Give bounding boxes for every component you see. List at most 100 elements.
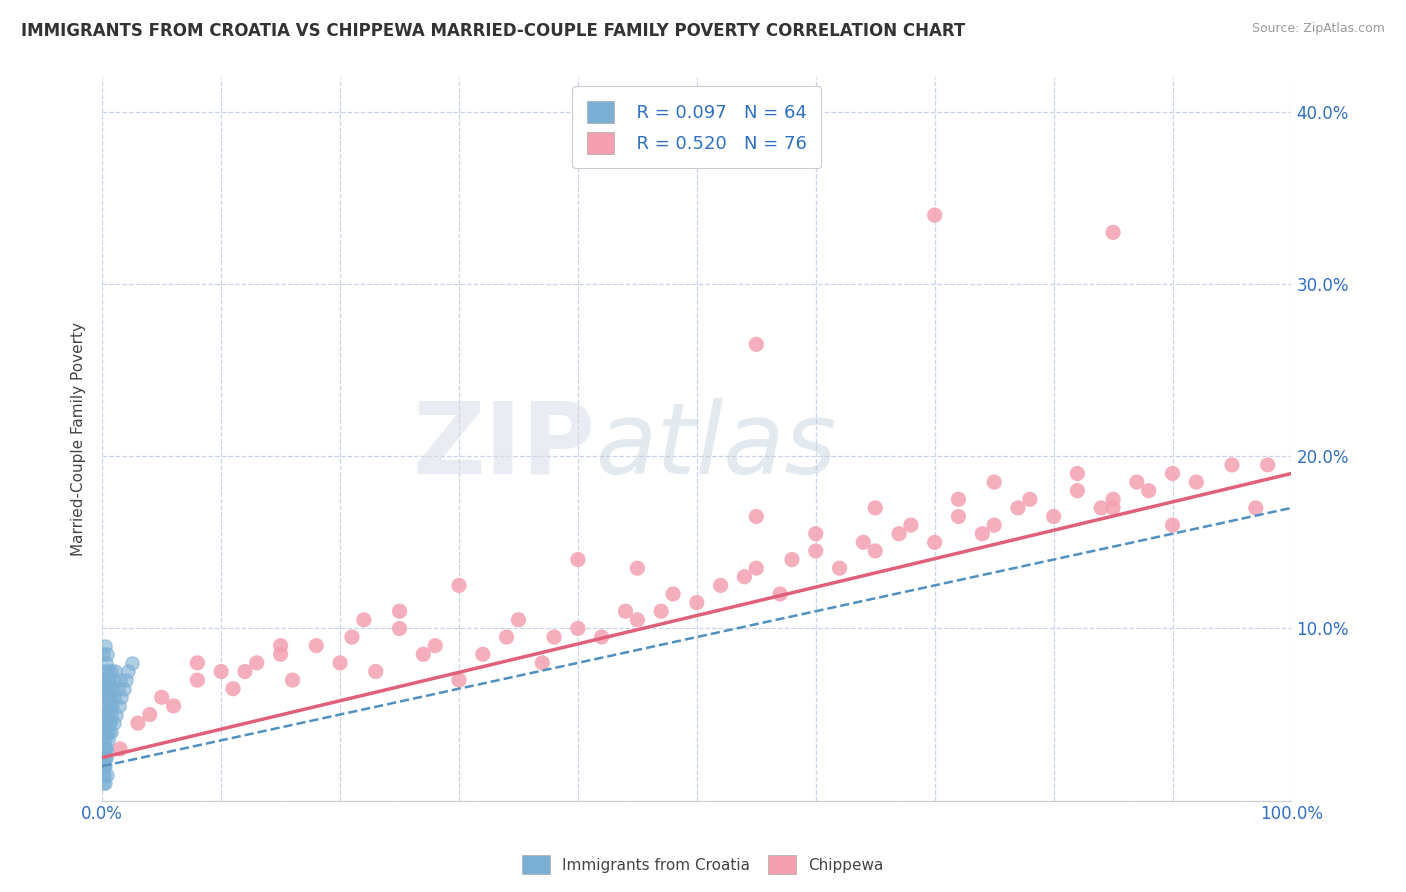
Point	[863, 500, 886, 515]
Point	[91, 750, 114, 764]
Point	[745, 561, 768, 575]
Point	[626, 613, 648, 627]
Point	[96, 673, 118, 687]
Y-axis label: Married-Couple Family Poverty: Married-Couple Family Poverty	[72, 322, 86, 556]
Point	[281, 673, 304, 687]
Point	[97, 690, 120, 705]
Point	[1257, 458, 1279, 472]
Point	[1090, 500, 1112, 515]
Point	[1220, 458, 1243, 472]
Text: atlas: atlas	[596, 398, 838, 495]
Point	[329, 656, 352, 670]
Point	[1007, 500, 1029, 515]
Point	[93, 647, 115, 661]
Point	[1161, 518, 1184, 533]
Point	[686, 596, 709, 610]
Point	[103, 690, 125, 705]
Point	[93, 707, 115, 722]
Point	[101, 698, 124, 713]
Point	[1102, 492, 1125, 507]
Point	[745, 509, 768, 524]
Point	[94, 733, 117, 747]
Point	[567, 552, 589, 566]
Point	[96, 647, 118, 661]
Point	[91, 768, 114, 782]
Point	[97, 707, 120, 722]
Point	[91, 733, 114, 747]
Point	[93, 759, 115, 773]
Point	[508, 613, 530, 627]
Point	[887, 526, 910, 541]
Point	[591, 630, 613, 644]
Point	[567, 622, 589, 636]
Point	[900, 518, 922, 533]
Point	[983, 475, 1005, 489]
Point	[412, 647, 434, 661]
Point	[108, 698, 131, 713]
Point	[733, 570, 755, 584]
Point	[447, 578, 470, 592]
Point	[96, 750, 118, 764]
Point	[98, 698, 121, 713]
Point	[93, 742, 115, 756]
Point	[93, 768, 115, 782]
Point	[1185, 475, 1208, 489]
Point	[93, 673, 115, 687]
Point	[100, 724, 122, 739]
Point	[115, 673, 138, 687]
Point	[98, 690, 121, 705]
Point	[1042, 509, 1064, 524]
Point	[97, 716, 120, 731]
Point	[93, 776, 115, 790]
Point	[98, 716, 121, 731]
Point	[305, 639, 328, 653]
Point	[828, 561, 851, 575]
Point	[209, 665, 232, 679]
Point	[804, 526, 827, 541]
Point	[117, 665, 139, 679]
Point	[471, 647, 494, 661]
Legend: Immigrants from Croatia, Chippewa: Immigrants from Croatia, Chippewa	[516, 849, 890, 880]
Point	[353, 613, 375, 627]
Point	[112, 681, 135, 696]
Point	[110, 690, 132, 705]
Point	[650, 604, 672, 618]
Point	[127, 716, 149, 731]
Point	[1102, 500, 1125, 515]
Point	[139, 707, 162, 722]
Point	[270, 639, 292, 653]
Point	[100, 707, 122, 722]
Point	[94, 742, 117, 756]
Point	[150, 690, 173, 705]
Point	[96, 768, 118, 782]
Point	[364, 665, 387, 679]
Point	[543, 630, 565, 644]
Point	[852, 535, 875, 549]
Point	[186, 673, 208, 687]
Point	[1018, 492, 1040, 507]
Point	[425, 639, 447, 653]
Point	[94, 776, 117, 790]
Point	[710, 578, 733, 592]
Point	[948, 509, 970, 524]
Text: ZIP: ZIP	[413, 398, 596, 495]
Point	[1066, 483, 1088, 498]
Point	[94, 759, 117, 773]
Point	[233, 665, 256, 679]
Point	[107, 681, 129, 696]
Point	[97, 733, 120, 747]
Point	[626, 561, 648, 575]
Point	[863, 544, 886, 558]
Point	[186, 656, 208, 670]
Point	[972, 526, 994, 541]
Point	[388, 604, 411, 618]
Point	[108, 673, 131, 687]
Point	[96, 681, 118, 696]
Point	[94, 690, 117, 705]
Point	[1161, 467, 1184, 481]
Point	[121, 656, 143, 670]
Point	[105, 707, 128, 722]
Point	[948, 492, 970, 507]
Point	[98, 724, 121, 739]
Point	[388, 622, 411, 636]
